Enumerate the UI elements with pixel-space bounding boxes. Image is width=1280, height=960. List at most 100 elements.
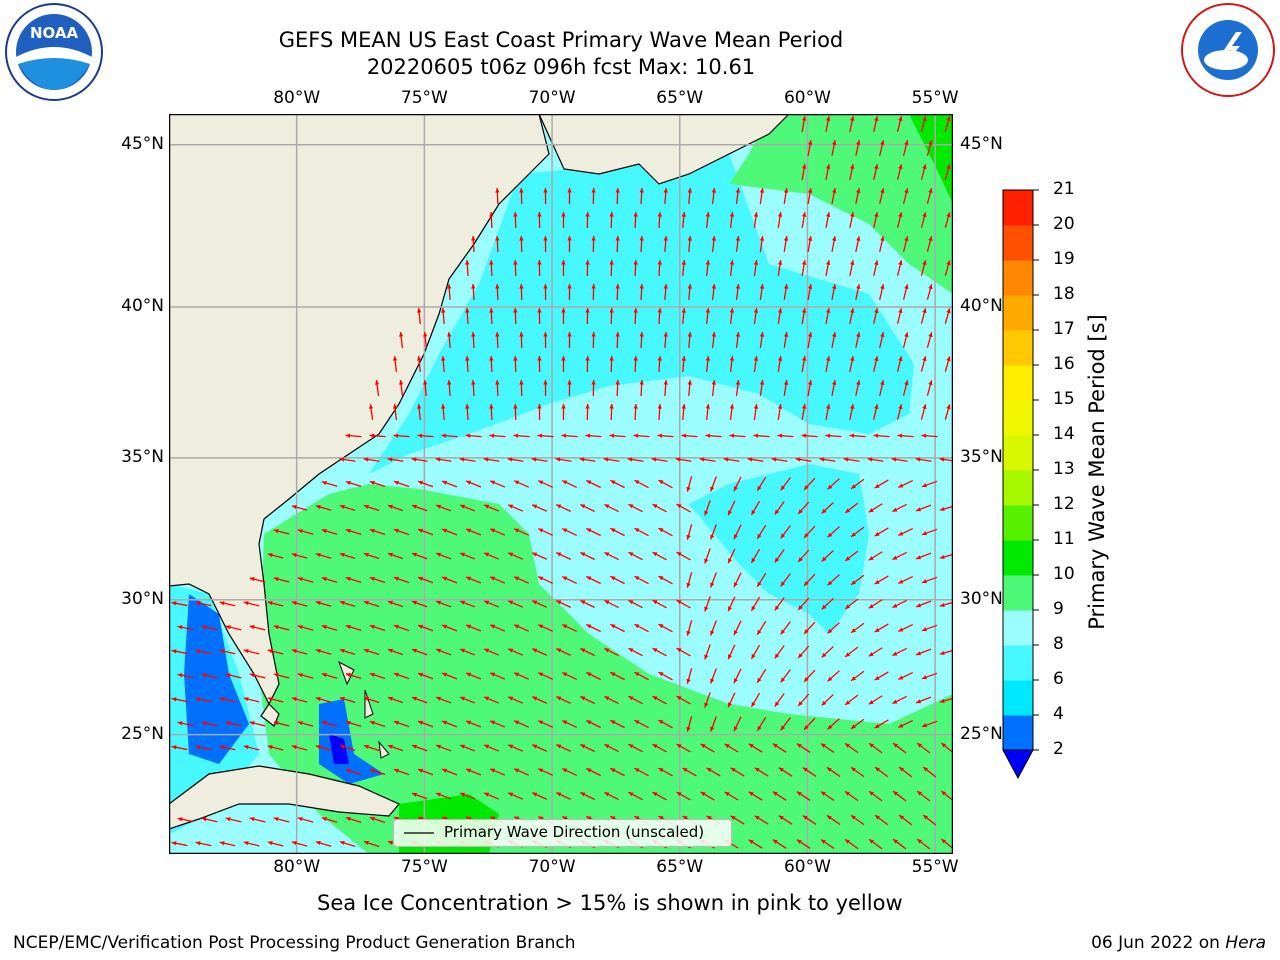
wave-arrow — [780, 477, 791, 491]
colorbar-segment — [1003, 260, 1033, 296]
wave-arrow — [339, 504, 356, 511]
wave-arrow — [447, 379, 452, 397]
wave-arrow — [273, 672, 290, 679]
wave-arrow — [537, 768, 554, 776]
wave-arrow — [315, 648, 332, 655]
wave-arrow — [700, 791, 715, 801]
wave-arrow — [825, 116, 831, 132]
wave-arrow — [489, 768, 506, 776]
wave-arrow — [321, 528, 338, 535]
wave-arrow — [417, 528, 434, 536]
lat-tick-label-right: 45°N — [960, 133, 1003, 154]
wave-arrow — [844, 742, 859, 754]
wave-arrow — [591, 235, 596, 253]
wave-arrow — [756, 572, 767, 588]
wave-arrow — [580, 647, 595, 657]
wave-arrow — [471, 235, 476, 253]
wave-arrow — [921, 624, 938, 632]
wave-arrow — [729, 433, 746, 438]
wave-arrow — [543, 235, 548, 253]
wave-arrow — [398, 331, 404, 349]
wave-arrow — [774, 645, 785, 659]
wave-arrow — [459, 552, 476, 560]
wave-arrow — [441, 768, 458, 776]
wave-arrow — [633, 355, 638, 373]
wave-arrow — [417, 480, 434, 488]
wave-arrow — [879, 188, 885, 204]
wave-arrow — [753, 307, 759, 325]
wave-arrow — [850, 478, 865, 490]
wave-arrow — [201, 625, 218, 631]
colorbar-tick-label: 9 — [1053, 599, 1064, 619]
wave-arrow — [495, 379, 500, 397]
wave-arrow — [797, 645, 810, 659]
wave-arrow — [710, 476, 717, 492]
wave-arrow — [567, 379, 572, 397]
wave-arrow — [892, 695, 907, 705]
wave-arrow — [615, 283, 620, 301]
colorbar-segment — [1003, 435, 1033, 471]
wave-arrow — [345, 720, 362, 728]
colorbar-tick-label: 21 — [1053, 179, 1075, 199]
wave-arrow — [249, 673, 266, 679]
wave-arrow — [892, 599, 907, 609]
wave-arrow — [843, 457, 860, 462]
wave-arrow — [634, 623, 649, 633]
wave-arrow — [801, 308, 807, 324]
wave-arrow — [727, 644, 736, 660]
wave-arrow — [441, 355, 446, 373]
wave-arrow — [465, 355, 470, 373]
wave-arrow — [417, 433, 434, 438]
wave-arrow — [610, 623, 625, 633]
wave-arrow — [363, 648, 380, 656]
wave-arrow — [555, 696, 572, 704]
period-band-10-11 — [909, 114, 953, 204]
wave-arrow — [441, 480, 458, 488]
wave-arrow — [489, 528, 506, 536]
wave-arrow — [803, 621, 816, 635]
wave-arrow — [944, 404, 951, 420]
wave-arrow — [879, 140, 885, 156]
wave-arrow — [916, 742, 931, 754]
wave-arrow — [920, 116, 927, 132]
wave-arrow — [780, 621, 791, 635]
wave-arrow — [796, 791, 811, 801]
wave-arrow — [729, 355, 735, 373]
wave-arrow — [759, 283, 765, 301]
wave-arrow — [315, 696, 332, 703]
wave-arrow — [778, 767, 793, 777]
wave-arrow — [849, 260, 855, 276]
wave-arrow — [803, 525, 816, 539]
noaa-logo-word: NOAA — [30, 24, 79, 42]
wave-arrow — [219, 601, 236, 607]
wave-arrow — [723, 457, 740, 462]
wave-arrow — [944, 164, 951, 180]
wave-arrow — [777, 259, 783, 277]
wave-arrow — [513, 624, 530, 632]
wave-arrow — [615, 331, 620, 349]
wave-arrow — [537, 259, 542, 277]
wave-arrow — [874, 719, 889, 729]
wave-arrow — [916, 790, 931, 802]
wave-arrow — [393, 433, 410, 438]
wave-arrow — [920, 404, 927, 420]
wave-arrow — [753, 433, 770, 438]
wave-arrow — [868, 742, 883, 754]
wave-arrow — [676, 503, 691, 513]
wave-arrow — [879, 332, 885, 348]
wave-arrow — [873, 308, 879, 324]
wave-arrow — [441, 528, 458, 536]
wave-arrow — [315, 504, 332, 511]
wave-arrow — [249, 817, 266, 823]
wave-arrow — [561, 576, 578, 584]
wave-arrow — [921, 672, 938, 680]
wave-arrow — [363, 600, 380, 608]
wave-arrow — [729, 307, 735, 325]
wave-arrow — [435, 648, 452, 656]
lon-tick-label-bottom: 70°W — [528, 857, 576, 877]
wave-arrow — [699, 457, 716, 462]
wave-arrow — [730, 767, 745, 777]
wave-arrow — [663, 283, 668, 301]
wave-arrow — [686, 668, 693, 684]
wave-arrow — [291, 600, 308, 607]
